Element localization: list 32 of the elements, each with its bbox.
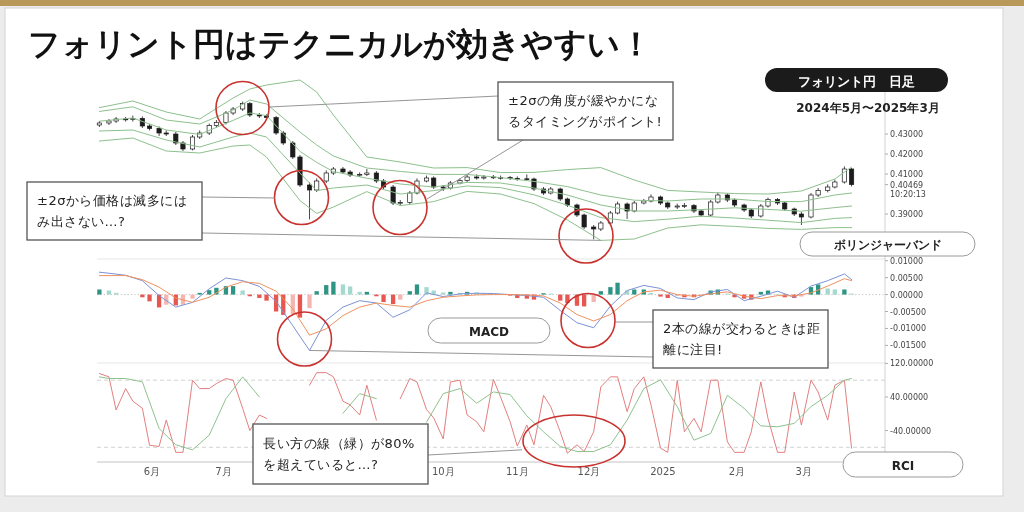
y-tick-label: 0.43000 — [890, 129, 924, 139]
y-tick-label: 0.01000 — [890, 256, 924, 266]
annotation: 長い方の線（緑）が80%を超えていると…? — [263, 436, 415, 472]
annotation: ±2σから価格は滅多にはみ出さない…? — [37, 193, 188, 229]
y-tick-label: 0.42000 — [890, 149, 924, 159]
chart-title: フォリント円はテクニカルが効きやすい！ — [28, 25, 652, 63]
y-tick-label: 40.00000 — [890, 392, 929, 402]
x-tick-label: 3月 — [795, 466, 812, 477]
y-tick-label: -0.00500 — [890, 307, 926, 317]
y-tick-label: 120.00000 — [890, 358, 934, 368]
x-tick-label: 6月 — [143, 466, 161, 477]
x-tick-label: 10月 — [431, 466, 455, 477]
y-tick-label: -0.01000 — [890, 323, 926, 333]
y-tick-label: -0.01500 — [890, 340, 926, 350]
y-tick-label: 0.40469 10:20:13 — [890, 180, 926, 199]
y-tick-label: 0.39000 — [890, 209, 924, 219]
y-tick-label: 0.41000 — [890, 169, 924, 179]
text: MACD — [469, 324, 510, 339]
x-tick-label: 2月 — [728, 466, 746, 477]
x-tick-label: 7月 — [215, 466, 232, 477]
annotation: 2024年5月〜2025年3月 — [796, 101, 940, 115]
x-tick-label: 11月 — [505, 466, 529, 477]
y-tick-label: 0.00500 — [890, 273, 924, 283]
text: RCI — [891, 458, 915, 473]
chart-subtitle: フォリント円 日足 — [798, 73, 915, 89]
annotation: 2本の線が交わるときは距離に注目! — [663, 321, 821, 357]
y-tick-label: 0.00000 — [890, 290, 924, 300]
annotation: ±2σの角度が緩やかになるタイミングがポイント! — [508, 93, 663, 129]
y-tick-label: -40.00000 — [890, 426, 932, 436]
annotation: ボリンジャーバンド — [832, 238, 942, 252]
x-tick-label: 2025 — [650, 466, 676, 477]
x-tick-label: 12月 — [577, 466, 601, 477]
